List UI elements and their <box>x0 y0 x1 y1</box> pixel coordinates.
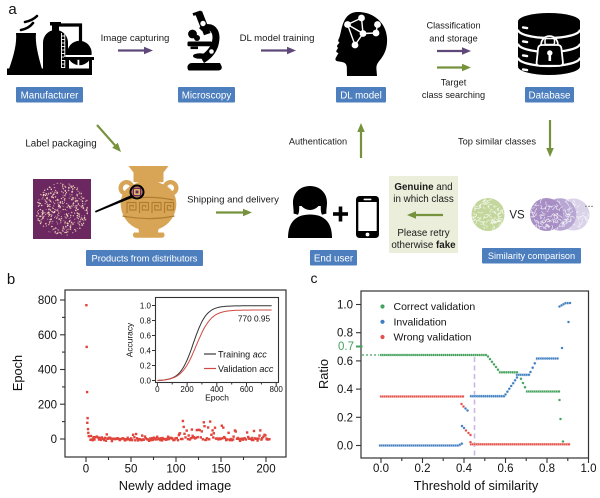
svg-text:Label packaging: Label packaging <box>25 139 96 150</box>
svg-text:Ratio: Ratio <box>316 359 331 389</box>
svg-text:0.6: 0.6 <box>498 463 514 475</box>
svg-text:0: 0 <box>83 464 89 476</box>
svg-text:c: c <box>311 270 318 286</box>
svg-text:a: a <box>8 1 17 18</box>
svg-text:Wrong validation: Wrong validation <box>394 332 472 344</box>
svg-text:200: 200 <box>256 464 275 476</box>
svg-text:0: 0 <box>51 434 57 446</box>
svg-text:600: 600 <box>240 385 254 394</box>
svg-text:DL model training: DL model training <box>240 33 315 44</box>
svg-text:Classification: Classification <box>426 21 480 31</box>
svg-text:0.8: 0.8 <box>539 463 555 475</box>
svg-text:0.2: 0.2 <box>415 463 431 475</box>
svg-text:Please retry: Please retry <box>397 228 449 239</box>
svg-text:in which class: in which class <box>393 194 454 205</box>
svg-text:Manufacturer: Manufacturer <box>21 90 79 101</box>
svg-text:b: b <box>7 271 15 288</box>
svg-text:Similarity comparison: Similarity comparison <box>488 251 575 261</box>
svg-text:0.4: 0.4 <box>140 346 152 355</box>
svg-text:770 0.95: 770 0.95 <box>238 314 271 324</box>
svg-text:400: 400 <box>38 365 57 377</box>
svg-text:Validation acc: Validation acc <box>218 364 274 374</box>
svg-text:Shipping and delivery: Shipping and delivery <box>187 195 279 206</box>
svg-text:200: 200 <box>38 399 57 411</box>
svg-text:0.4: 0.4 <box>456 463 473 475</box>
svg-text:0.6: 0.6 <box>337 356 353 368</box>
svg-text:Training acc: Training acc <box>218 350 267 360</box>
svg-text:Microscopy: Microscopy <box>182 90 232 101</box>
svg-text:0.2: 0.2 <box>140 361 152 370</box>
svg-text:Correct validation: Correct validation <box>394 301 476 313</box>
svg-text:0: 0 <box>155 385 160 394</box>
svg-text:0.0: 0.0 <box>373 463 389 475</box>
svg-text:Genuine and: Genuine and <box>394 182 452 193</box>
svg-text:Threshold of similarity: Threshold of similarity <box>414 478 539 493</box>
svg-text:and storage: and storage <box>429 34 478 44</box>
svg-text:50: 50 <box>125 464 138 476</box>
svg-text:400: 400 <box>210 385 224 394</box>
svg-text:Target: Target <box>441 78 467 88</box>
svg-text:100: 100 <box>166 464 185 476</box>
svg-text:0.0: 0.0 <box>140 376 152 385</box>
svg-text:Accuracy: Accuracy <box>125 322 135 357</box>
svg-text:600: 600 <box>38 330 57 342</box>
svg-text:Products from distributors: Products from distributors <box>92 253 198 263</box>
svg-text:1.0: 1.0 <box>337 300 353 312</box>
svg-text:800: 800 <box>38 295 57 307</box>
svg-text:200: 200 <box>180 385 194 394</box>
svg-text:Image capturing: Image capturing <box>101 33 170 44</box>
svg-text:0.0: 0.0 <box>337 441 353 453</box>
svg-text:800: 800 <box>270 385 284 394</box>
svg-text:0.2: 0.2 <box>337 412 353 424</box>
svg-text:Newly added image: Newly added image <box>119 478 231 493</box>
svg-text:0.8: 0.8 <box>140 316 152 325</box>
svg-text:Invalidation: Invalidation <box>394 316 447 328</box>
svg-text:DL model: DL model <box>340 90 382 101</box>
svg-text:Top similar classes: Top similar classes <box>458 137 536 147</box>
svg-text:0.7: 0.7 <box>338 341 354 353</box>
svg-text:0.8: 0.8 <box>337 328 353 340</box>
svg-text:otherwise fake: otherwise fake <box>391 240 456 251</box>
svg-text:class searching: class searching <box>422 90 485 100</box>
svg-text:1.0: 1.0 <box>581 463 597 475</box>
svg-text:End user: End user <box>314 253 354 264</box>
svg-text:150: 150 <box>211 464 230 476</box>
svg-text:Epoch: Epoch <box>10 355 25 391</box>
svg-text:Authentication: Authentication <box>289 137 347 147</box>
svg-text:0.6: 0.6 <box>140 331 152 340</box>
svg-text:0.4: 0.4 <box>337 384 354 396</box>
svg-text:Database: Database <box>529 90 571 101</box>
svg-text:...: ... <box>584 198 593 210</box>
svg-text:1.0: 1.0 <box>140 301 152 310</box>
svg-text:VS: VS <box>509 210 525 222</box>
svg-text:Epoch: Epoch <box>205 393 229 403</box>
